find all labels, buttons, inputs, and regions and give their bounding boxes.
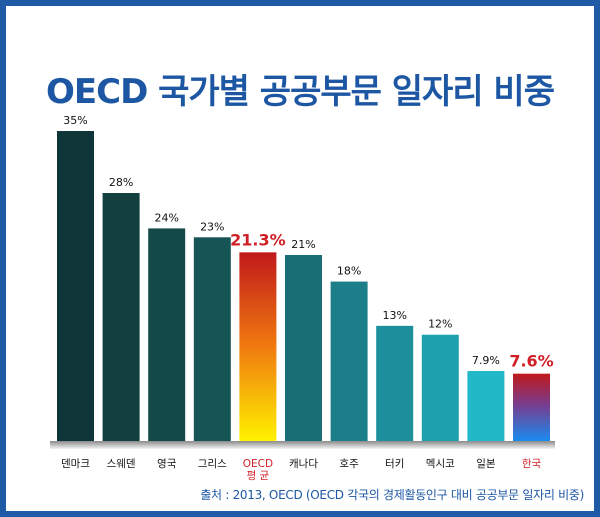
- value-label-1: 28%: [109, 176, 133, 189]
- value-label-3: 23%: [200, 220, 224, 233]
- category-label-6: 호주: [339, 458, 359, 470]
- category-label-4-0: OECD: [243, 458, 273, 470]
- value-label-8: 12%: [428, 318, 452, 331]
- source-note: 출처 : 2013, OECD (OECD 각국의 경제활동인구 대비 공공부문…: [200, 488, 584, 502]
- category-label-7: 터키: [385, 458, 404, 470]
- value-label-5: 21%: [291, 238, 315, 251]
- bar-2: [148, 228, 186, 441]
- category-label-9: 일본: [476, 457, 496, 470]
- bar-9: [467, 371, 505, 441]
- bar-0: [57, 131, 94, 441]
- value-label-0: 35%: [63, 114, 87, 127]
- value-label-2: 24%: [154, 211, 178, 224]
- value-label-4: 21.3%: [230, 230, 286, 249]
- category-label-1: 스웨덴: [107, 458, 136, 470]
- category-label-3: 그리스: [198, 458, 227, 470]
- bar-8: [421, 334, 459, 441]
- value-label-10: 7.6%: [509, 352, 553, 371]
- category-label-4-1: 평 균: [247, 470, 270, 482]
- chart-baseline: [50, 441, 555, 449]
- bar-4: [239, 252, 277, 441]
- bar-1: [102, 193, 140, 441]
- value-label-7: 13%: [382, 309, 406, 322]
- category-label-10: 한국: [522, 458, 542, 470]
- bar-6: [330, 281, 368, 441]
- category-label-5: 캐나다: [289, 458, 318, 470]
- chart-title: OECD 국가별 공공부문 일자리 비중: [45, 72, 555, 112]
- category-label-2: 영국: [157, 458, 177, 470]
- value-label-9: 7.9%: [472, 354, 500, 367]
- value-label-6: 18%: [337, 265, 361, 278]
- category-label-8: 멕시코: [426, 458, 455, 470]
- bar-3: [193, 237, 231, 441]
- bar-10: [513, 373, 550, 441]
- bar-5: [285, 255, 322, 441]
- category-label-0: 덴마크: [61, 458, 90, 470]
- bar-7: [376, 325, 414, 441]
